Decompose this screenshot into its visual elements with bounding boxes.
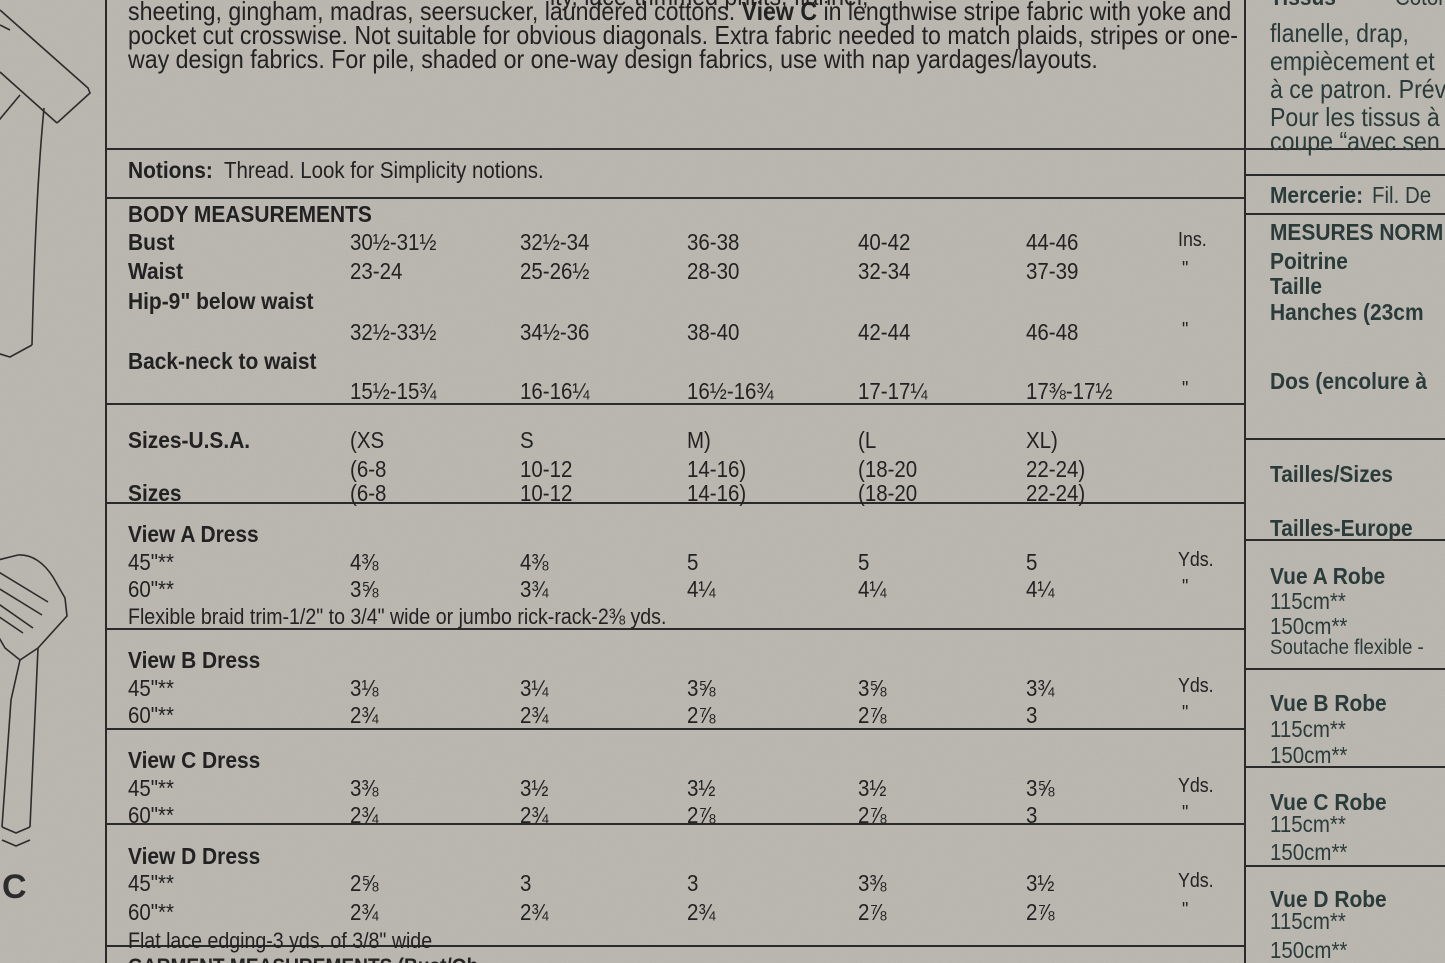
svg-text:C: C bbox=[2, 868, 27, 906]
